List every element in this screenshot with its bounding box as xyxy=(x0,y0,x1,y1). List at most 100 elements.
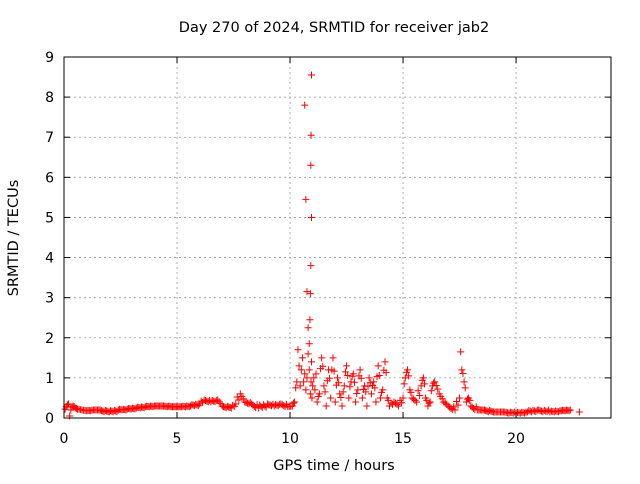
data-point-peak-1 xyxy=(307,131,315,139)
data-point-fill-38-1 xyxy=(292,384,300,392)
data-point-fill-104-1 xyxy=(427,387,435,395)
data-point-70 xyxy=(338,402,346,410)
data-point-fill-24-4 xyxy=(212,396,220,404)
data-point-57 xyxy=(311,386,319,394)
data-point-104 xyxy=(426,398,434,406)
data-point-fill-74-1 xyxy=(348,372,356,380)
y-tick-label-0: 0 xyxy=(45,411,54,427)
data-point-63 xyxy=(322,402,330,410)
data-point-78 xyxy=(356,366,364,374)
data-point-89 xyxy=(381,358,389,366)
data-point-136 xyxy=(302,195,310,203)
data-point-111 xyxy=(456,394,464,402)
y-tick-label-5: 5 xyxy=(45,210,54,226)
data-point-fill-73-1 xyxy=(346,383,354,391)
data-point-fill-106-1 xyxy=(432,382,440,390)
chart-title: Day 270 of 2024, SRMTID for receiver jab… xyxy=(179,20,489,36)
data-point-fill-7-2 xyxy=(77,406,85,414)
data-point-fill-59-1 xyxy=(314,392,322,400)
data-point-fill-62-1 xyxy=(321,388,329,396)
data-point-fill-23-3 xyxy=(204,398,212,406)
x-tick-label-4: 20 xyxy=(507,431,525,447)
data-point-65 xyxy=(327,394,335,402)
data-point-fill-110-2 xyxy=(454,401,462,409)
data-point-fill-110-1 xyxy=(453,398,461,406)
y-tick-label-8: 8 xyxy=(45,90,54,106)
data-point-peak-0 xyxy=(308,71,316,79)
data-point-fill-103-1 xyxy=(425,399,433,407)
data-point-132 xyxy=(307,262,315,270)
data-point-peak-2 xyxy=(307,161,315,169)
data-point-42 xyxy=(296,382,304,390)
data-point-45 xyxy=(300,378,308,386)
data-point-fill-99-1 xyxy=(414,387,422,395)
y-tick-label-2: 2 xyxy=(45,331,54,347)
data-point-fill-9-3 xyxy=(87,407,95,415)
data-point-81 xyxy=(363,402,371,410)
data-point-44 xyxy=(298,354,306,362)
y-tick-label-3: 3 xyxy=(45,291,54,307)
data-point-fill-87-1 xyxy=(378,388,386,396)
data-point-fill-106-2 xyxy=(434,385,442,393)
data-point-fill-61-1 xyxy=(319,362,327,370)
data-point-fill-28-1 xyxy=(233,393,241,401)
data-point-83 xyxy=(367,390,375,398)
data-point-fill-78-1 xyxy=(357,374,365,382)
data-point-41 xyxy=(295,362,303,370)
data-point-fill-97-1 xyxy=(407,388,415,396)
data-point-fill-122-6 xyxy=(521,409,529,417)
y-tick-label-6: 6 xyxy=(45,170,54,186)
data-point-fill-98-1 xyxy=(410,395,418,403)
data-point-76 xyxy=(352,398,360,406)
data-point-40 xyxy=(294,346,302,354)
data-point-112 xyxy=(457,348,465,356)
data-point-fill-66-1 xyxy=(330,367,338,375)
data-point-fill-99-2 xyxy=(416,392,424,400)
data-point-fill-84-1 xyxy=(371,384,379,392)
data-point-fill-100-1 xyxy=(418,376,426,384)
data-point-68 xyxy=(334,374,341,382)
data-point-50 xyxy=(305,366,313,374)
data-point-114 xyxy=(460,378,468,386)
data-point-fill-92-1 xyxy=(392,399,400,407)
data-point-106 xyxy=(431,378,439,386)
grid xyxy=(64,57,611,418)
data-point-66 xyxy=(329,354,337,362)
data-point-fill-72-1 xyxy=(344,371,352,379)
data-point-113 xyxy=(458,366,466,374)
data-point-86 xyxy=(374,362,382,370)
y-tick-label-9: 9 xyxy=(45,50,54,66)
data-point-87 xyxy=(376,394,384,402)
data-point-fill-1-1 xyxy=(63,401,71,409)
data-point-fill-28-2 xyxy=(235,396,243,404)
data-point-fill-92-2 xyxy=(393,400,401,408)
data-point-58 xyxy=(312,370,320,378)
data-point-59 xyxy=(313,398,321,406)
data-point-fill-86-1 xyxy=(375,371,383,379)
data-point-53 xyxy=(308,358,316,366)
y-axis-label: SRMTID / TECUs xyxy=(6,180,22,297)
data-point-fill-32-5 xyxy=(261,402,269,410)
data-point-fill-94-1 xyxy=(400,380,408,388)
data-point-fill-95-1 xyxy=(402,368,410,376)
data-point-67 xyxy=(331,398,339,406)
data-point-71 xyxy=(340,382,348,390)
data-point-49 xyxy=(304,350,312,358)
data-point-fill-101-1 xyxy=(421,380,429,388)
y-tick-label-7: 7 xyxy=(45,130,54,146)
data-point-62 xyxy=(320,382,328,390)
data-point-56 xyxy=(310,374,318,382)
data-point-fill-126-6 xyxy=(565,407,573,415)
data-point-fill-69-1 xyxy=(337,394,345,402)
data-point-fill-125-6 xyxy=(554,408,562,416)
data-point-fill-114-1 xyxy=(461,384,469,392)
data-point-72 xyxy=(343,362,351,370)
data-point-fill-21-5 xyxy=(193,401,201,409)
data-point-fill-113-1 xyxy=(459,369,467,377)
data-point-fill-27-1 xyxy=(229,401,237,409)
data-point-135 xyxy=(304,324,312,332)
data-point-fill-80-1 xyxy=(362,388,370,396)
data-point-43 xyxy=(297,366,305,374)
